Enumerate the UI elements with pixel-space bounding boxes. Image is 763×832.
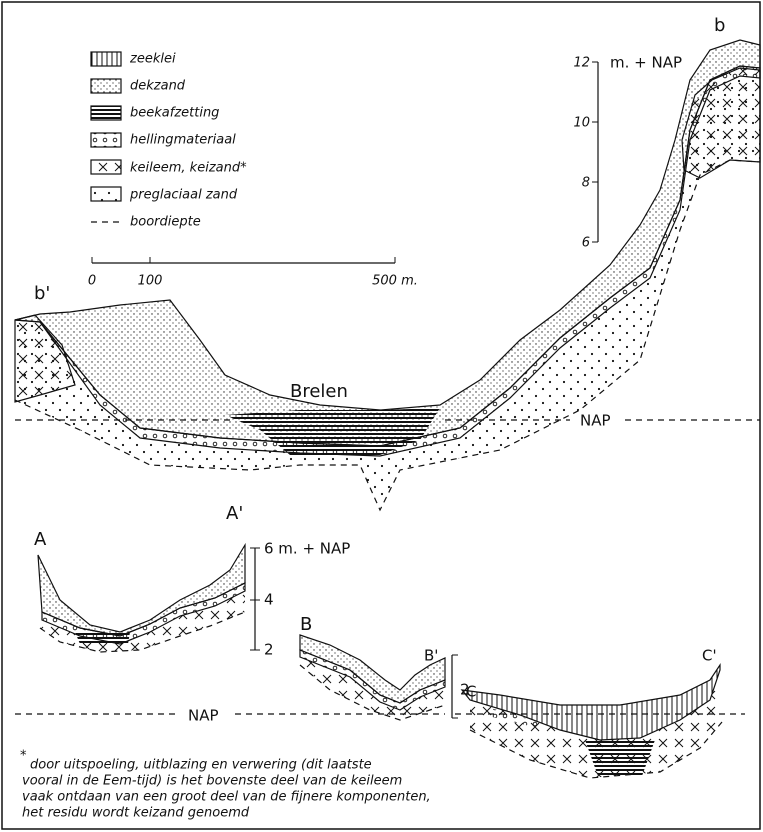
height-tick-label: 10 <box>573 116 590 131</box>
datum-label: NAP <box>580 412 611 430</box>
diagram: zeeklei dekzand beekafzetting hellingmat… <box>0 0 763 832</box>
beekafzetting <box>75 632 130 644</box>
footnote-line: vooral in de Eem-tijd) is het bovenste d… <box>22 774 402 789</box>
footnote-line: het residu wordt keizand genoemd <box>22 806 250 821</box>
section-label: B' <box>424 647 438 665</box>
scale-label: 500 m. <box>372 274 418 289</box>
section-label: C' <box>702 647 717 665</box>
legend-label: preglaciaal zand <box>129 188 238 203</box>
legend-label: beekafzetting <box>130 106 219 121</box>
height-tick-label: 4 <box>264 591 274 609</box>
section-label: b' <box>34 283 50 304</box>
height-tick-label: 2 <box>264 641 274 659</box>
legend-label: keileem, keizand* <box>130 161 247 176</box>
legend-label: hellingmateriaal <box>130 133 236 148</box>
height-tick-label: 8 <box>582 176 590 191</box>
height-unit: m. + NAP <box>610 54 682 72</box>
section-label: A' <box>226 503 243 524</box>
legend-swatch <box>91 106 121 120</box>
footnote-line: vaak ontdaan van een groot deel van de f… <box>22 790 431 805</box>
height-tick-label: 6 <box>582 236 590 251</box>
footnote-marker: * <box>20 749 27 764</box>
section-label: A <box>34 529 47 550</box>
legend-swatch <box>91 160 121 174</box>
height-tick-label: 12 <box>573 56 590 71</box>
legend-label: dekzand <box>130 79 186 94</box>
scale-label: 100 <box>138 274 163 289</box>
legend-swatch <box>91 133 121 147</box>
section-label: C <box>466 683 476 701</box>
section-label: B <box>300 614 312 635</box>
section-label: b <box>714 15 725 36</box>
legend-label: boordiepte <box>130 215 201 230</box>
legend-swatch <box>91 187 121 201</box>
datum-label: NAP <box>188 707 219 725</box>
legend-label: zeeklei <box>129 52 176 67</box>
shapes <box>2 2 760 829</box>
place-label: Brelen <box>290 381 348 402</box>
height-unit: 6 m. + NAP <box>264 540 350 558</box>
legend-swatch <box>91 52 121 66</box>
dekzand <box>15 40 760 446</box>
footnote-line: door uitspoeling, uitblazing en verwerin… <box>30 758 372 773</box>
scale-label: 0 <box>88 274 96 289</box>
legend-swatch <box>91 79 121 93</box>
